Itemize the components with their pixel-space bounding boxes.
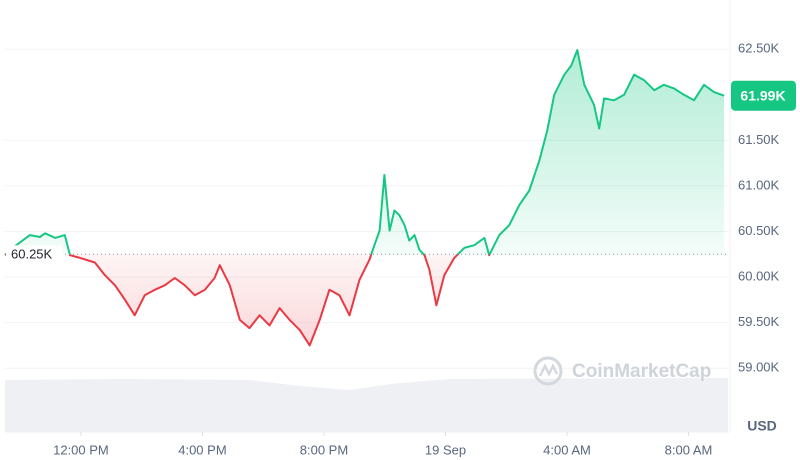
y-tick-label: 59.00K <box>738 360 780 375</box>
current-price-badge <box>731 80 796 111</box>
price-area <box>5 50 725 346</box>
y-tick-label: 61.00K <box>738 177 780 192</box>
x-tick-label: 12:00 PM <box>53 442 109 457</box>
y-tick-label: 62.50K <box>738 41 780 56</box>
y-tick-label: 59.50K <box>738 314 780 329</box>
y-tick-label: 60.00K <box>738 269 780 284</box>
x-tick-label: 8:00 AM <box>665 442 713 457</box>
volume-area <box>5 378 728 432</box>
baseline-label: 60.25K <box>11 247 53 262</box>
x-tick-label: 8:00 PM <box>300 442 348 457</box>
x-tick-label: 4:00 AM <box>543 442 591 457</box>
x-tick-label: 4:00 PM <box>178 442 226 457</box>
watermark: CoinMarketCap <box>533 356 711 386</box>
y-axis-unit: USD <box>747 418 777 434</box>
current-price-label: 61.99K <box>740 87 785 103</box>
watermark-logo <box>533 356 563 386</box>
price-line <box>4 49 725 347</box>
watermark-logo-mark <box>538 363 559 377</box>
x-tick-label: 19 Sep <box>425 442 466 457</box>
watermark-text: CoinMarketCap <box>572 361 711 382</box>
y-tick-label: 61.50K <box>738 132 780 147</box>
y-tick-label: 60.50K <box>738 223 780 238</box>
baseline-label-bg <box>6 245 62 264</box>
